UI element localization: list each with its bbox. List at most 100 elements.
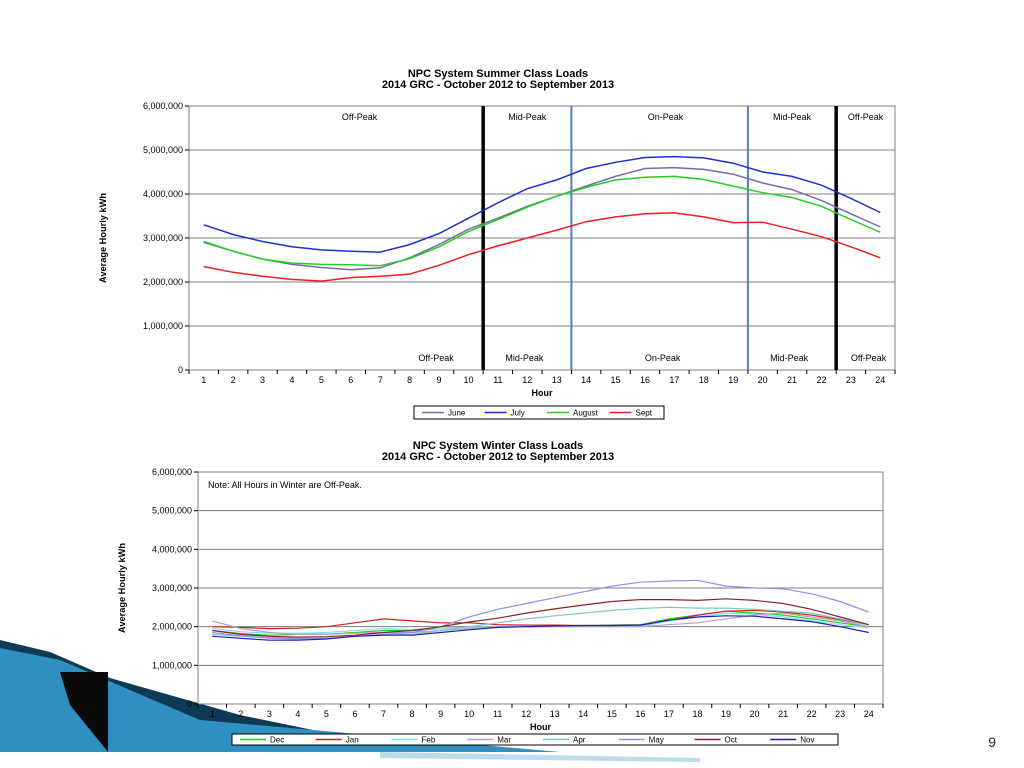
x-tick-label: 1 [210,709,215,719]
x-tick-label: 23 [835,709,845,719]
y-tick-label: 5,000,000 [143,145,183,155]
series-line-august [203,175,881,267]
decor-lower-band [0,752,1024,768]
x-tick-label: 2 [238,709,243,719]
x-tick-label: 16 [640,375,650,385]
legend-label-june: June [448,409,466,418]
x-axis-label: Hour [530,722,551,732]
legend-label-august: August [573,409,599,418]
zone-label-top: Off-Peak [342,112,378,122]
x-tick-label: 12 [522,375,532,385]
x-tick-label: 14 [581,375,591,385]
page-number: 9 [988,734,996,750]
legend-label-mar: Mar [497,736,511,745]
x-tick-label: 20 [750,709,760,719]
legend-label-jan: Jan [346,736,359,745]
y-tick-label: 1,000,000 [152,660,192,670]
y-axis-label: Average Hourly kWh [98,193,108,283]
x-tick-label: 5 [324,709,329,719]
zone-label-top: Mid-Peak [508,112,547,122]
x-tick-label: 21 [787,375,797,385]
x-tick-label: 16 [635,709,645,719]
x-tick-label: 18 [699,375,709,385]
x-tick-label: 15 [611,375,621,385]
y-tick-label: 3,000,000 [143,233,183,243]
x-tick-label: 9 [437,375,442,385]
y-tick-label: 2,000,000 [143,277,183,287]
x-tick-label: 2 [231,375,236,385]
x-tick-label: 17 [669,375,679,385]
x-tick-label: 10 [463,375,473,385]
zone-label-top: Mid-Peak [773,112,812,122]
x-tick-label: 21 [778,709,788,719]
x-tick-label: 8 [410,709,415,719]
chart-note: Note: All Hours in Winter are Off-Peak. [208,480,362,490]
y-tick-label: 6,000,000 [143,101,183,111]
legend-label-nov: Nov [800,736,814,745]
legend-label-may: May [649,736,664,745]
legend-box [413,405,665,420]
y-tick-label: 4,000,000 [152,544,192,554]
legend-label-july: July [511,409,525,418]
x-tick-label: 19 [721,709,731,719]
zone-label-bottom: Mid-Peak [770,353,809,363]
chart-title: NPC System Winter Class Loads [413,440,583,452]
x-tick-label: 24 [875,375,885,385]
chart-title: NPC System Summer Class Loads [408,68,588,80]
zone-label-bottom: Off-Peak [418,353,454,363]
series-line-july [203,155,881,253]
zone-label-bottom: Mid-Peak [505,353,544,363]
zone-label-top: On-Peak [648,112,684,122]
x-tick-label: 11 [493,709,502,719]
x-tick-label: 13 [552,375,562,385]
series-line-may [212,579,869,640]
x-tick-label: 19 [728,375,738,385]
legend-label-feb: Feb [422,736,436,745]
x-tick-label: 13 [550,709,560,719]
x-tick-label: 7 [378,375,383,385]
y-axis-label: Average Hourly kWh [117,543,127,633]
decor-black-wedge [60,672,108,752]
zone-label-bottom: On-Peak [645,353,681,363]
x-tick-label: 6 [352,709,357,719]
y-tick-label: 3,000,000 [152,583,192,593]
x-tick-label: 14 [578,709,588,719]
x-tick-label: 22 [816,375,826,385]
x-tick-label: 4 [295,709,300,719]
y-tick-label: 0 [178,365,183,375]
x-tick-label: 18 [692,709,702,719]
x-axis-label: Hour [532,388,553,398]
decor-bottom-sweep [380,752,700,762]
legend-box [231,733,839,746]
x-tick-label: 12 [521,709,531,719]
y-tick-label: 1,000,000 [143,321,183,331]
x-tick-label: 20 [758,375,768,385]
x-tick-label: 11 [493,375,502,385]
series-line-jan [212,609,869,630]
y-tick-label: 6,000,000 [152,467,192,477]
x-tick-label: 15 [607,709,617,719]
x-tick-label: 17 [664,709,674,719]
x-tick-label: 6 [348,375,353,385]
x-tick-label: 5 [319,375,324,385]
zone-label-bottom: Off-Peak [851,353,887,363]
y-tick-label: 5,000,000 [152,506,192,516]
zone-label-top: Off-Peak [848,112,884,122]
x-tick-label: 3 [260,375,265,385]
chart-subtitle: 2014 GRC - October 2012 to September 201… [382,79,614,91]
legend-label-apr: Apr [573,736,586,745]
x-tick-label: 1 [201,375,206,385]
y-tick-label: 4,000,000 [143,189,183,199]
x-tick-label: 7 [381,709,386,719]
x-tick-label: 10 [464,709,474,719]
series-line-nov [212,615,869,641]
legend-label-sept: Sept [636,409,653,418]
x-tick-label: 3 [267,709,272,719]
chart-subtitle: 2014 GRC - October 2012 to September 201… [382,451,614,463]
x-tick-label: 22 [807,709,817,719]
x-tick-label: 8 [407,375,412,385]
series-line-sept [203,212,881,282]
